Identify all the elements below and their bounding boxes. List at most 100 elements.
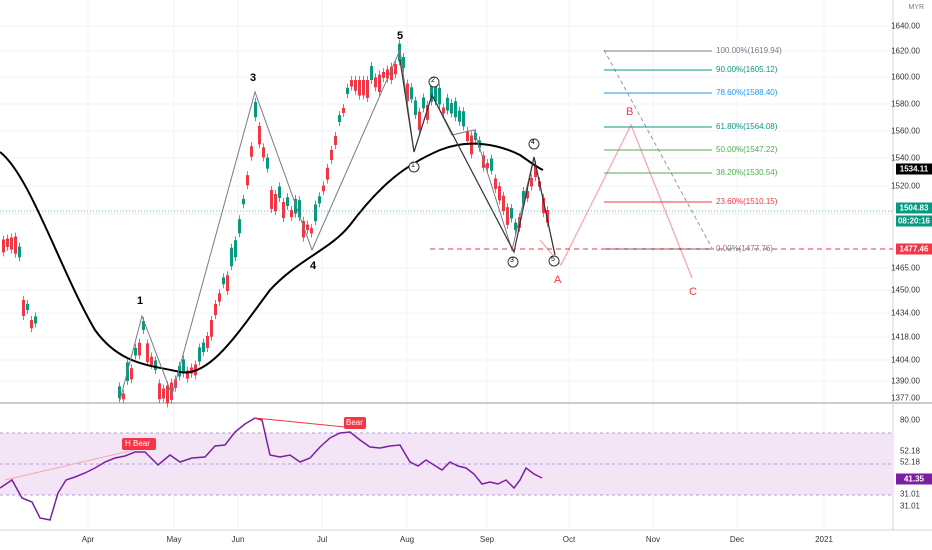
wave-c-label: C bbox=[689, 286, 697, 298]
candle-body bbox=[18, 246, 21, 258]
candle-body bbox=[354, 80, 357, 91]
wave-3-label: 3 bbox=[250, 72, 257, 84]
candle-body bbox=[426, 105, 429, 120]
candle-body bbox=[26, 303, 29, 310]
candle-body bbox=[450, 103, 453, 114]
candle-body bbox=[470, 135, 473, 155]
candle-body bbox=[410, 87, 413, 100]
candle-body bbox=[418, 111, 421, 131]
candle-body bbox=[490, 158, 493, 171]
time-tick: Oct bbox=[562, 535, 576, 544]
candle-body bbox=[282, 202, 285, 219]
moving-average-line bbox=[0, 142, 544, 374]
price-tick: 1540.00 bbox=[891, 153, 920, 163]
subwave-1-label: 1 bbox=[411, 162, 415, 169]
candle-body bbox=[278, 186, 281, 198]
time-tick: Jul bbox=[316, 535, 328, 544]
price-tick: 1560.00 bbox=[891, 126, 920, 136]
candle-body bbox=[222, 277, 225, 285]
wave-a-label: A bbox=[554, 274, 562, 286]
time-tick: Sep bbox=[479, 535, 495, 544]
candle-body bbox=[510, 208, 513, 219]
rsi-tick: 31.01 bbox=[899, 489, 920, 499]
candle-body bbox=[438, 87, 441, 105]
candle-body bbox=[474, 132, 477, 140]
candle-body bbox=[210, 320, 213, 337]
candle-body bbox=[306, 224, 309, 231]
subwave-2-label: 2 bbox=[431, 77, 435, 84]
candle-body bbox=[378, 74, 381, 93]
fib-618-label: 61.80%(1564.08) bbox=[716, 122, 778, 131]
candle-body bbox=[138, 342, 141, 356]
candle-body bbox=[154, 360, 157, 370]
candle-body bbox=[514, 222, 517, 230]
candle-body bbox=[526, 191, 529, 199]
rsi-tick: 31.01 bbox=[899, 501, 920, 511]
fib-786-label: 78.60%(1588.40) bbox=[716, 88, 778, 97]
price-tick: 1580.00 bbox=[891, 99, 920, 109]
candle-body bbox=[506, 207, 509, 225]
hidden-bear-badge: H Bear bbox=[125, 439, 150, 448]
candle-body bbox=[394, 64, 397, 75]
time-tick: 2021 bbox=[815, 535, 833, 544]
time-tick: Aug bbox=[399, 535, 415, 544]
candle-body bbox=[350, 80, 353, 87]
candle-body bbox=[34, 316, 37, 324]
candle-body bbox=[166, 385, 169, 404]
rsi-tick: 80.00 bbox=[899, 415, 920, 425]
price-tick: 1620.00 bbox=[891, 46, 920, 56]
candle-body bbox=[118, 386, 121, 399]
candle-body bbox=[430, 83, 433, 102]
candle-body bbox=[250, 146, 253, 157]
candle-body bbox=[206, 336, 209, 348]
wave-4-label: 4 bbox=[310, 260, 317, 272]
candle-body bbox=[462, 111, 465, 127]
candle-body bbox=[6, 238, 9, 247]
bear-divergence-line bbox=[254, 417, 356, 429]
fib-50-label: 50.00%(1547.22) bbox=[716, 145, 778, 154]
subwave-3-label: 3 bbox=[510, 257, 514, 264]
candle-body bbox=[522, 191, 525, 204]
candle-body bbox=[502, 195, 505, 212]
candle-body bbox=[230, 247, 233, 267]
candle-body bbox=[218, 293, 221, 302]
candle-body bbox=[374, 77, 377, 88]
candle-body bbox=[134, 347, 137, 356]
candle-body bbox=[234, 240, 237, 258]
fib-90-label: 90.00%(1605.12) bbox=[716, 65, 778, 74]
price-tick: 1418.00 bbox=[891, 332, 920, 342]
price-tick: 1404.00 bbox=[891, 355, 920, 365]
price-tick: 1465.00 bbox=[891, 263, 920, 273]
candle-body bbox=[530, 178, 533, 187]
candle-body bbox=[390, 66, 393, 81]
fib-0-label: 0.00%(1477.76) bbox=[716, 244, 773, 253]
candle-body bbox=[542, 197, 545, 214]
candle-body bbox=[290, 210, 293, 218]
fib-382-label: 38.20%(1530.54) bbox=[716, 168, 778, 177]
candle-body bbox=[198, 347, 201, 362]
candle-body bbox=[466, 130, 469, 142]
candle-body bbox=[190, 367, 193, 374]
candle-body bbox=[302, 220, 305, 238]
countdown-badge: 08:20:16 bbox=[896, 215, 932, 227]
candle-body bbox=[494, 178, 497, 189]
candle-body bbox=[518, 217, 521, 228]
candle-body bbox=[30, 320, 33, 329]
candle-body bbox=[486, 163, 489, 169]
elliott-wave-main bbox=[119, 48, 556, 401]
currency-label: MYR bbox=[908, 4, 924, 11]
candle-body bbox=[2, 239, 5, 253]
candle-body bbox=[310, 228, 313, 234]
candle-body bbox=[274, 194, 277, 212]
candle-body bbox=[162, 388, 165, 399]
candle-body bbox=[382, 72, 385, 78]
candle-body bbox=[298, 200, 301, 218]
candle-body bbox=[186, 370, 189, 379]
candle-body bbox=[446, 97, 449, 111]
candle-body bbox=[122, 393, 125, 400]
candle-body bbox=[254, 101, 257, 118]
candle-body bbox=[370, 66, 373, 80]
candle-body bbox=[294, 198, 297, 214]
time-tick: Jun bbox=[231, 535, 245, 544]
